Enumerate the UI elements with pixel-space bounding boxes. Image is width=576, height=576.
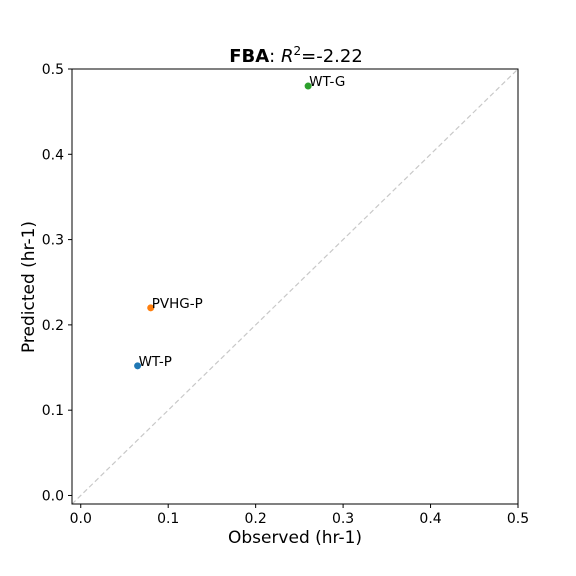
chart-title: FBA: R2=-2.22: [229, 44, 363, 67]
x-tick-label: 0.0: [70, 511, 92, 527]
x-tick-label: 0.3: [332, 511, 354, 527]
y-tick-label: 0.3: [42, 233, 64, 249]
ticks-layer: 0.0 0.1 0.2 0.3 0.4 0.5 0.0 0.1 0.2 0.3 0.4 0.5: [42, 62, 529, 527]
plot-frame: [71, 68, 519, 505]
chart-title-r2-symbol: R: [281, 46, 294, 67]
y-tick-label: 0.4: [42, 147, 64, 163]
chart-title-r2-exp: 2: [293, 44, 301, 58]
chart-title-r2-value: =-2.22: [301, 46, 363, 67]
data-point-pvhg-p: [147, 304, 155, 312]
x-tick-label: 0.2: [245, 511, 267, 527]
x-tick-label: 0.5: [507, 511, 529, 527]
x-tick-label: 0.4: [419, 511, 441, 527]
y-tick-label: 0.5: [42, 62, 64, 78]
y-tick-label: 0.0: [42, 488, 64, 504]
chart-title-bold: FBA: [229, 46, 269, 67]
data-point-wt-g: [304, 82, 312, 90]
x-axis-title: Observed (hr-1): [228, 528, 362, 548]
point-label-pvhg-p: PVHG-P: [152, 296, 203, 312]
point-label-wt-g: WT-G: [309, 74, 345, 90]
point-label-wt-p: WT-P: [139, 354, 172, 370]
points-layer: WT-P PVHG-P WT-G: [134, 74, 345, 370]
chart-title-rest: :: [269, 46, 281, 67]
y-axis-title: Predicted (hr-1): [19, 221, 39, 353]
data-point-wt-p: [134, 362, 142, 370]
x-tick-label: 0.1: [157, 511, 179, 527]
y-tick-label: 0.1: [42, 403, 64, 419]
y-tick-label: 0.2: [42, 318, 64, 334]
